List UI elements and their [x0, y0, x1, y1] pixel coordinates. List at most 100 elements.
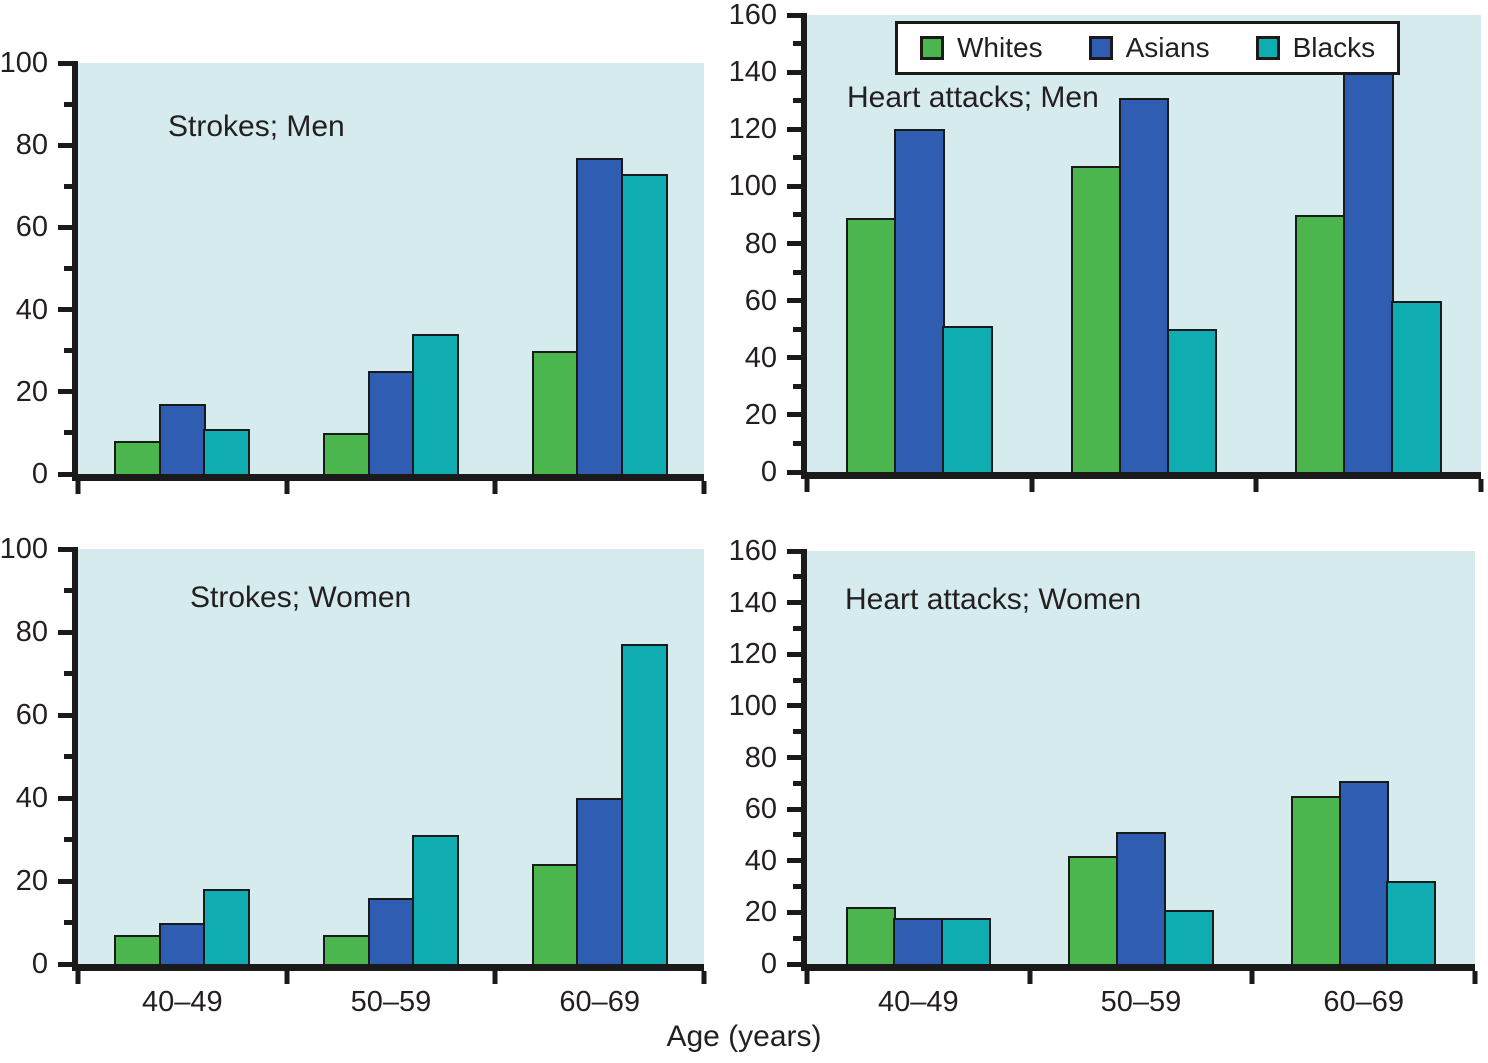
legend-label-asians: Asians — [1125, 32, 1210, 63]
y-tick-label-0: 0 — [760, 948, 777, 980]
y-tick-150 — [793, 41, 807, 47]
y-tick-80 — [58, 629, 78, 635]
y-tick-label-160: 160 — [728, 0, 777, 31]
bar-whites-50–59 — [1070, 166, 1122, 472]
chart-title: Strokes; Men — [168, 110, 345, 143]
x-tick-1 — [284, 481, 290, 494]
y-tick-label-20: 20 — [744, 398, 777, 431]
y-tick-160 — [787, 548, 807, 554]
plot-area-heart-attacks-women: Heart attacks; Women 0 20 40 60 80 100 120 140 1… — [729, 535, 1478, 1018]
y-tick-80 — [58, 142, 78, 148]
bar-blacks-60–69 — [1391, 300, 1442, 472]
x-tick-0 — [804, 971, 810, 984]
plot-area-strokes-men: Strokes; Men 0 20 40 60 80 100 — [0, 47, 707, 494]
bar-blacks-40–49 — [203, 889, 251, 964]
y-tick-label-20: 20 — [15, 865, 48, 897]
y-tick-label-60: 60 — [15, 211, 48, 244]
y-tick-100 — [58, 60, 78, 66]
x-tick-1 — [1027, 971, 1033, 984]
y-tick-0 — [58, 471, 78, 477]
y-tick-130 — [793, 625, 807, 631]
y-tick-label-120: 120 — [728, 113, 777, 146]
bar-blacks-40–49 — [942, 326, 993, 472]
bar-asians-40–49 — [158, 922, 206, 964]
y-tick-10 — [793, 440, 807, 446]
y-tick-80 — [787, 755, 807, 760]
y-tick-70 — [793, 269, 807, 275]
y-tick-30 — [64, 837, 78, 842]
bar-blacks-60–69 — [620, 644, 668, 964]
y-tick-label-60: 60 — [744, 793, 777, 826]
y-tick-70 — [793, 780, 807, 786]
bar-whites-60–69 — [531, 350, 579, 474]
y-tick-40 — [58, 307, 78, 313]
plot-area-strokes-women: Strokes; Women 0 20 40 60 80 100 40–49 50–59 60–… — [0, 533, 707, 1018]
x-tick-label-60–69: 60–69 — [559, 986, 640, 1018]
y-tick-0 — [787, 961, 807, 967]
y-tick-140 — [787, 600, 807, 606]
y-tick-100 — [58, 546, 78, 552]
bar-group-40–49 — [807, 551, 1030, 964]
chart-title: Strokes; Women — [190, 581, 412, 614]
bar-blacks-50–59 — [411, 334, 459, 474]
bar-group-60–69 — [1252, 551, 1475, 964]
y-tick-40 — [58, 795, 78, 801]
bar-blacks-40–49 — [203, 428, 251, 474]
bar-blacks-60–69 — [1386, 881, 1437, 964]
y-tick-0 — [58, 961, 78, 967]
x-tick-1 — [284, 971, 290, 984]
bar-group-40–49 — [807, 15, 1032, 472]
x-tick-label-50–59: 50–59 — [1100, 986, 1182, 1018]
bar-group-50–59 — [1032, 15, 1257, 472]
bar-asians-40–49 — [893, 917, 944, 964]
bar-group-50–59 — [1030, 551, 1253, 964]
bar-whites-40–49 — [114, 934, 162, 964]
bar-whites-60–69 — [1295, 214, 1346, 472]
bar-asians-60–69 — [1338, 780, 1389, 964]
y-tick-30 — [793, 884, 807, 890]
x-axis-title: Age (years) — [666, 1020, 822, 1053]
y-tick-label-160: 160 — [728, 535, 777, 567]
y-tick-90 — [793, 729, 807, 735]
bar-whites-40–49 — [846, 217, 897, 472]
x-tick-2 — [1249, 971, 1255, 984]
y-tick-90 — [64, 588, 78, 593]
y-tick-label-100: 100 — [0, 533, 48, 565]
y-tick-30 — [793, 383, 807, 389]
y-tick-90 — [64, 101, 78, 107]
y-tick-90 — [793, 212, 807, 218]
y-tick-110 — [793, 155, 807, 161]
y-tick-label-0: 0 — [31, 458, 48, 490]
y-tick-120 — [787, 651, 807, 657]
y-tick-50 — [64, 754, 78, 759]
bar-blacks-50–59 — [411, 835, 459, 964]
x-tick-2 — [1253, 479, 1259, 492]
legend-label-whites: Whites — [957, 32, 1043, 63]
legend-swatch-asians — [1088, 36, 1113, 60]
bar-whites-40–49 — [114, 441, 162, 474]
bar-asians-50–59 — [367, 897, 415, 964]
legend-swatch-blacks — [1255, 36, 1280, 60]
x-tick-0 — [75, 971, 81, 984]
bar-group-50–59 — [287, 63, 496, 474]
y-tick-label-60: 60 — [744, 284, 777, 317]
y-tick-label-60: 60 — [15, 699, 48, 731]
y-tick-60 — [58, 712, 78, 718]
plot-area-heart-attacks-men: Heart attacks; Men Whites Asians Blacks … — [729, 0, 1484, 492]
bar-blacks-50–59 — [1166, 329, 1218, 472]
bar-whites-40–49 — [845, 907, 896, 964]
y-tick-label-80: 80 — [744, 227, 777, 260]
x-tick-2 — [492, 481, 498, 494]
y-tick-160 — [787, 12, 807, 18]
x-tick-0 — [75, 481, 81, 494]
y-tick-40 — [787, 858, 807, 864]
y-tick-10 — [64, 920, 78, 925]
y-tick-140 — [787, 69, 807, 75]
y-tick-10 — [793, 935, 807, 941]
y-tick-60 — [58, 224, 78, 230]
y-tick-50 — [64, 266, 78, 271]
